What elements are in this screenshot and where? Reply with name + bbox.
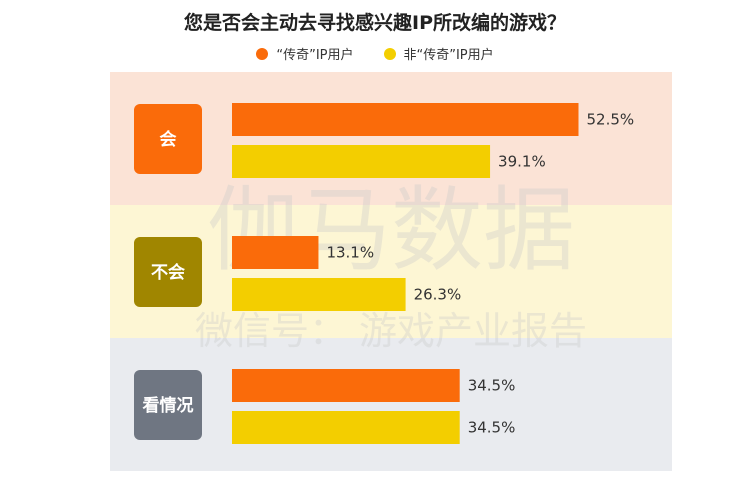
category-label: 看情况 — [142, 395, 194, 416]
legend-item-2: 非“传奇”IP用户 — [383, 44, 494, 63]
legend-label-1: “传奇”IP用户 — [276, 48, 354, 63]
bar-1 — [232, 236, 319, 269]
bar-2 — [232, 278, 406, 311]
legend-swatch-2 — [383, 47, 396, 60]
data-label: 34.5% — [468, 419, 516, 437]
category-label: 会 — [160, 129, 177, 150]
bar-1 — [232, 369, 460, 402]
data-label: 52.5% — [587, 111, 635, 129]
data-label: 13.1% — [326, 244, 374, 262]
category-panel — [110, 205, 672, 338]
legend-item-1: “传奇”IP用户 — [256, 44, 354, 63]
data-label: 26.3% — [414, 286, 462, 304]
data-label: 39.1% — [498, 153, 546, 171]
bar-2 — [232, 411, 460, 444]
bar-2 — [232, 145, 491, 178]
chart-title: 您是否会主动去寻找感兴趣IP所改编的游戏？ — [184, 12, 566, 34]
category-panel — [110, 72, 672, 205]
category-panel — [110, 338, 672, 471]
category-badge — [134, 104, 202, 174]
category-badge — [134, 370, 202, 440]
data-label: 34.5% — [468, 377, 516, 395]
legend-swatch-1 — [256, 47, 269, 60]
legend-label-2: 非“传奇”IP用户 — [403, 48, 494, 63]
category-label: 不会 — [151, 262, 185, 283]
chart-legend: “传奇”IP用户 非“传奇”IP用户 — [0, 44, 750, 63]
category-badge — [134, 237, 202, 307]
bar-1 — [232, 103, 579, 136]
